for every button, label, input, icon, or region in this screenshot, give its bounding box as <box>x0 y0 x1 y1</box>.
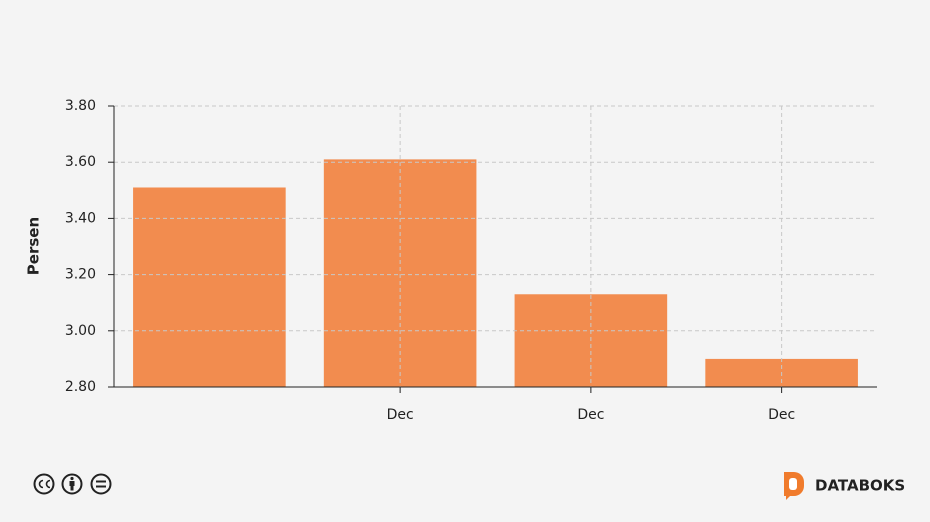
y-tick-label: 3.40 <box>65 210 96 226</box>
license-icons <box>33 473 112 495</box>
brand-name: DATABOKS <box>815 477 905 495</box>
x-tick-label: Dec <box>768 407 795 423</box>
y-tick-label: 3.20 <box>65 267 96 283</box>
x-tick-label: Dec <box>387 407 414 423</box>
y-tick-label: 2.80 <box>65 379 96 395</box>
y-axis-label: Persen <box>25 217 43 275</box>
y-tick-label: 3.60 <box>65 154 96 170</box>
brand-logo <box>784 472 804 500</box>
y-tick-label: 3.80 <box>65 98 96 114</box>
bar <box>133 187 286 387</box>
x-tick-label: Dec <box>577 407 604 423</box>
y-tick-label: 3.00 <box>65 323 96 339</box>
